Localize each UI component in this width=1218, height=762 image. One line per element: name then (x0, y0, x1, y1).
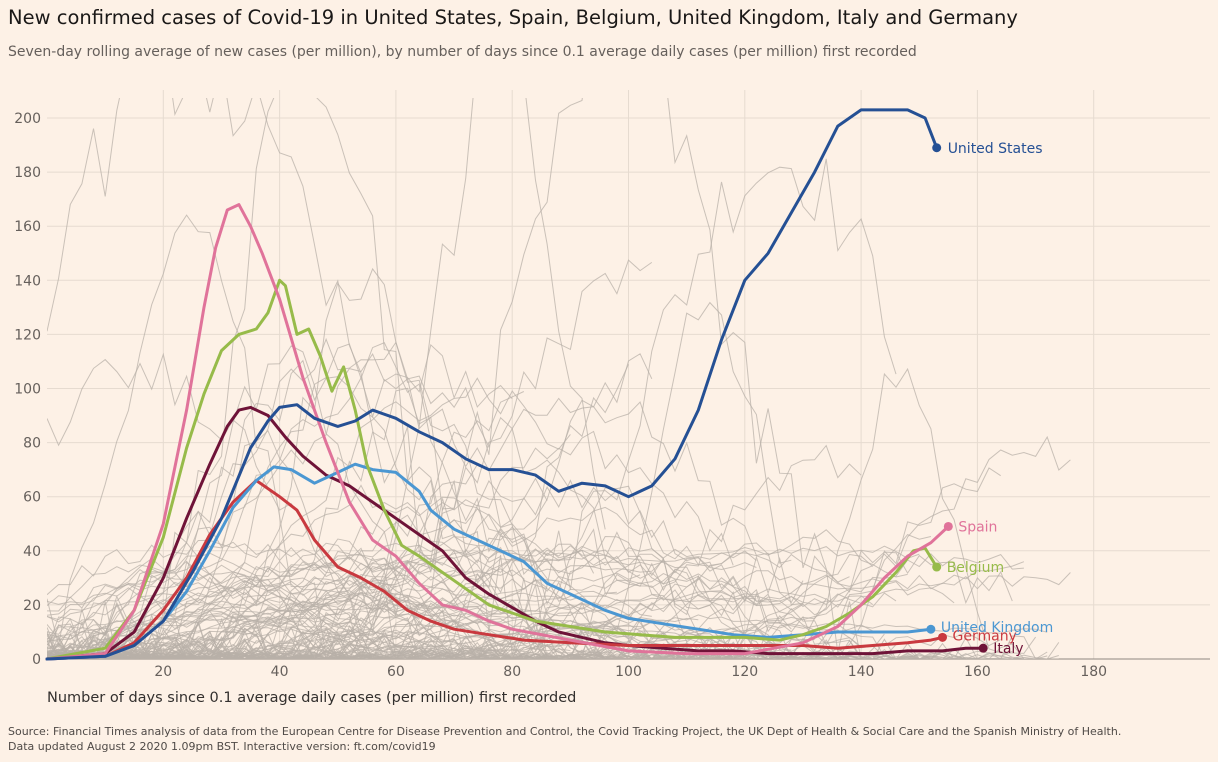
series-label: Belgium (947, 560, 1004, 576)
x-tick-label: 20 (154, 664, 172, 680)
series-label: United States (948, 141, 1043, 157)
y-tick-label: 160 (14, 219, 41, 235)
context-country-line (47, 553, 1013, 659)
context-country-line (47, 535, 746, 659)
y-tick-label: 0 (32, 652, 41, 668)
series-end-dot (932, 562, 942, 572)
context-country-line (47, 610, 1048, 659)
source-line-2: Data updated August 2 2020 1.09pm BST. I… (8, 740, 436, 753)
series-label: Spain (958, 519, 997, 535)
y-axis: 0 20 40 60 80 100 120 140 160 180 200 (14, 111, 41, 668)
x-tick-label: 180 (1080, 664, 1107, 680)
series-line-belgium (45, 278, 939, 661)
context-country-line (47, 391, 525, 659)
context-country-line (47, 267, 617, 659)
context-lines (47, 98, 1071, 659)
context-country-line (47, 98, 443, 659)
x-axis-label: Number of days since 0.1 average daily c… (47, 690, 576, 706)
series-end-dot (943, 521, 953, 531)
y-tick-label: 140 (14, 273, 41, 289)
context-country-line (47, 429, 397, 659)
series-end-dot (978, 643, 988, 653)
context-country-line (47, 485, 746, 659)
source-line-1: Source: Financial Times analysis of data… (8, 725, 1122, 738)
x-tick-label: 160 (964, 664, 991, 680)
y-tick-label: 200 (14, 111, 41, 127)
context-country-line (47, 484, 873, 659)
y-tick-label: 80 (23, 436, 41, 452)
context-country-line (47, 629, 920, 659)
series-line-united-states (45, 108, 939, 661)
x-tick-label: 100 (615, 664, 642, 680)
y-tick-label: 120 (14, 327, 41, 343)
series-line-spain (45, 203, 950, 661)
series-end-dot (938, 632, 948, 642)
context-country-line (47, 98, 873, 659)
series-line-united-kingdom (45, 462, 933, 661)
line-chart: 0 20 40 60 80 100 120 140 160 180 200 20 40 60 80 100 1… (14, 90, 1210, 706)
y-tick-label: 180 (14, 165, 41, 181)
context-country-line (47, 367, 1037, 659)
x-tick-label: 80 (503, 664, 521, 680)
series-label: Germany (953, 628, 1017, 644)
highlighted-series (45, 108, 988, 661)
y-tick-label: 100 (14, 382, 41, 398)
context-country-line (47, 375, 792, 651)
x-tick-label: 140 (848, 664, 875, 680)
context-country-line (47, 98, 583, 659)
context-country-line (47, 444, 862, 659)
y-tick-label: 20 (23, 598, 41, 614)
y-tick-label: 40 (23, 544, 41, 560)
x-axis: 20 40 60 80 100 120 140 160 180 (154, 664, 1107, 680)
chart-subtitle: Seven-day rolling average of new cases (… (8, 44, 917, 60)
series-label: United Kingdom (941, 620, 1053, 636)
series-line-italy (45, 405, 985, 661)
x-tick-label: 60 (387, 664, 405, 680)
series-end-dot (926, 624, 936, 634)
x-tick-label: 120 (731, 664, 758, 680)
context-country-line (47, 623, 815, 659)
context-country-line (47, 571, 1001, 659)
context-country-line (47, 549, 1071, 659)
chart-title: New confirmed cases of Covid-19 in Unite… (8, 6, 1018, 29)
context-country-line (47, 561, 1025, 659)
context-country-line (47, 605, 583, 655)
series-end-dot (932, 143, 942, 153)
y-tick-label: 60 (23, 490, 41, 506)
source-note: Source: Financial Times analysis of data… (8, 724, 1121, 754)
series-label: Italy (993, 641, 1023, 657)
context-country-line (47, 214, 792, 659)
series-line-germany (45, 479, 944, 661)
context-country-line (47, 430, 734, 659)
x-tick-label: 40 (271, 664, 289, 680)
